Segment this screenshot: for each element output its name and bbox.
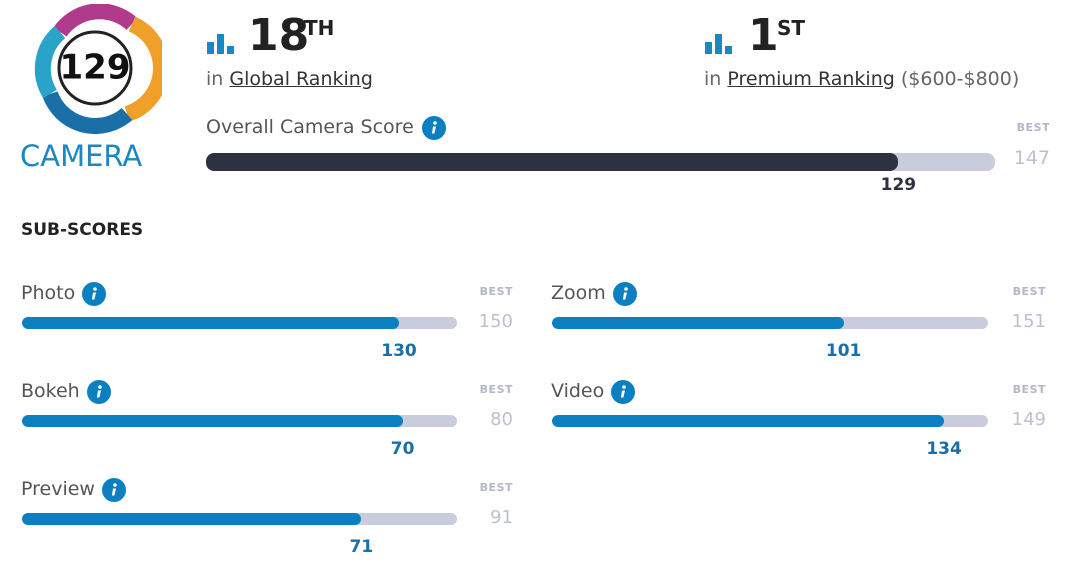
subscore-bar — [22, 415, 403, 427]
rank-icon — [705, 32, 737, 57]
ring-segment — [124, 16, 162, 122]
best-value: 149 — [1011, 409, 1046, 430]
subscore-value: 134 — [926, 439, 962, 459]
info-icon[interactable] — [102, 478, 126, 505]
badge-logo: 129 — [34, 4, 162, 134]
rank-prefix: in — [206, 68, 224, 90]
info-glyph — [82, 282, 106, 306]
best-label: BEST — [479, 285, 513, 298]
best-value: 91 — [490, 507, 513, 528]
badge-score: 129 — [60, 48, 131, 88]
rank-note: ($600-$800) — [900, 68, 1020, 90]
best-value: 147 — [1013, 147, 1050, 169]
rank-number: 18 — [248, 10, 310, 61]
subscore-bar — [22, 317, 399, 329]
subscore-value: 130 — [381, 341, 417, 361]
best-label: BEST — [479, 383, 513, 396]
rank-suffix: TH — [304, 16, 335, 40]
rank-number: 1 — [748, 10, 779, 61]
rank-suffix: ST — [777, 16, 806, 40]
rank-line: in Premium Ranking ($600-$800) — [704, 70, 1019, 89]
best-value: 80 — [490, 409, 513, 430]
info-icon[interactable] — [87, 380, 111, 407]
badge-label: CAMERA — [20, 139, 143, 173]
info-icon[interactable] — [613, 282, 637, 309]
subscore-track — [22, 415, 457, 427]
rank-line: in Global Ranking — [206, 70, 373, 89]
info-icon[interactable] — [611, 380, 635, 407]
info-icon[interactable] — [422, 116, 446, 143]
best-value: 151 — [1011, 311, 1046, 332]
ring-segment — [34, 25, 66, 99]
subscore-label: Photo — [21, 282, 76, 304]
rank-link[interactable]: Global Ranking — [229, 68, 373, 90]
info-glyph — [87, 380, 111, 404]
best-label: BEST — [1012, 285, 1046, 298]
score-bar — [206, 153, 899, 171]
subscore-label: Bokeh — [21, 380, 80, 402]
best-value: 150 — [478, 311, 513, 332]
subscore-label: Preview — [21, 478, 95, 500]
rank-glyph — [705, 34, 732, 54]
subscore-track — [22, 317, 457, 329]
info-glyph — [611, 380, 635, 404]
rank-icon — [207, 32, 239, 57]
subscores-title: SUB-SCORES — [21, 220, 144, 240]
subscore-label: Video — [551, 380, 605, 402]
subscore-bar — [22, 513, 362, 525]
rank-link[interactable]: Premium Ranking — [727, 68, 895, 90]
subscore-bar — [552, 317, 844, 329]
subscore-value: 71 — [349, 537, 374, 557]
subscore-bar — [552, 415, 945, 427]
subscore-track — [552, 415, 988, 427]
best-label: BEST — [1012, 383, 1046, 396]
info-glyph — [102, 478, 126, 502]
badge-circle — [57, 30, 133, 106]
ring-segment — [42, 90, 133, 134]
score-value: 129 — [880, 175, 917, 195]
rank-prefix: in — [704, 68, 722, 90]
subscore-track — [22, 513, 457, 525]
subscore-value: 101 — [825, 341, 862, 361]
subscore-value: 70 — [390, 439, 415, 459]
overall-label: Overall Camera Score — [206, 116, 414, 138]
info-glyph — [422, 116, 446, 140]
subscore-track — [552, 317, 988, 329]
info-glyph — [613, 282, 637, 306]
best-label: BEST — [1016, 121, 1050, 134]
score-track — [206, 153, 995, 171]
best-label: BEST — [479, 481, 513, 494]
info-icon[interactable] — [82, 282, 106, 309]
ring-segment — [53, 4, 138, 37]
subscore-label: Zoom — [551, 282, 606, 304]
rank-glyph — [207, 34, 234, 54]
